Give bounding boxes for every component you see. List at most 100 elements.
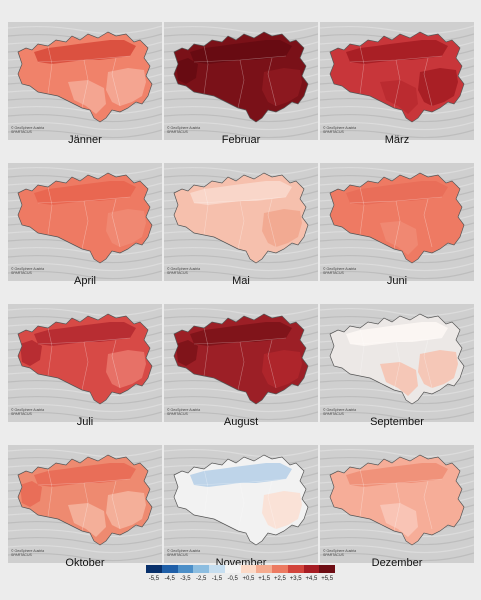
relief-line — [320, 262, 474, 272]
anomaly-zone-low — [68, 503, 106, 537]
map-credit: © GeoSphere Austria SPARTACUS — [11, 126, 44, 134]
relief-line — [8, 448, 162, 458]
anomaly-zone-high — [418, 350, 458, 388]
map-credit: © GeoSphere Austria SPARTACUS — [167, 408, 200, 416]
terrain-map — [8, 163, 162, 281]
relief-line — [320, 166, 474, 176]
district-boundary — [81, 59, 89, 109]
relief-line — [164, 307, 318, 317]
relief-line — [8, 262, 162, 272]
credit-line: © GeoSphere Austria — [11, 267, 45, 271]
region-outline — [173, 31, 309, 123]
relief-line — [164, 528, 318, 538]
anomaly-zone-high — [418, 68, 458, 106]
map-credit: © GeoSphere Austria SPARTACUS — [167, 126, 200, 134]
relief-line — [8, 403, 162, 413]
legend-tick-label: +1,5 — [258, 576, 271, 582]
relief-line — [320, 528, 474, 538]
map-credit: © GeoSphere Austria SPARTACUS — [167, 549, 200, 557]
map-credit: © GeoSphere Austria SPARTACUS — [167, 267, 200, 275]
credit-line: © GeoSphere Austria — [11, 126, 45, 130]
district-boundary — [111, 57, 121, 107]
relief-line — [8, 166, 162, 176]
region-outline — [329, 172, 465, 264]
legend-color-bar — [146, 565, 335, 573]
district-boundary — [47, 186, 53, 236]
legend-swatch — [146, 565, 162, 573]
relief-line — [320, 113, 474, 123]
district-boundary — [359, 45, 365, 95]
map-panel: © GeoSphere Austria SPARTACUS — [320, 22, 474, 140]
region-outline — [17, 172, 153, 264]
terrain-map — [320, 22, 474, 140]
credit-line: © GeoSphere Austria — [167, 126, 201, 130]
relief-line — [164, 552, 318, 562]
credit-line: SPARTACUS — [11, 130, 32, 134]
terrain-map — [164, 304, 318, 422]
anomaly-zone-low — [380, 80, 418, 114]
credit-line: © GeoSphere Austria — [323, 126, 357, 130]
district-boundary — [193, 337, 287, 345]
map-panel: © GeoSphere Austria SPARTACUS — [164, 163, 318, 281]
district-boundary — [203, 468, 209, 518]
credit-line: SPARTACUS — [323, 271, 344, 275]
relief-line — [320, 105, 474, 115]
relief-line — [8, 25, 162, 35]
credit-line: © GeoSphere Austria — [167, 549, 201, 553]
region-outline — [173, 313, 309, 405]
anomaly-zone-high — [346, 40, 448, 64]
district-boundary — [267, 480, 277, 530]
relief-line — [164, 25, 318, 35]
credit-line: SPARTACUS — [167, 130, 188, 134]
district-boundary — [237, 482, 245, 532]
district-boundary — [193, 196, 287, 204]
legend-tick-label: -1,5 — [211, 576, 223, 582]
relief-line — [320, 129, 474, 139]
anomaly-zone-high — [176, 58, 198, 84]
map-panel: © GeoSphere Austria SPARTACUS — [164, 22, 318, 140]
credit-line: SPARTACUS — [167, 553, 188, 557]
anomaly-zone-high — [34, 463, 136, 487]
district-boundary — [81, 200, 89, 250]
legend-tick-label: -0,5 — [227, 576, 238, 582]
relief-line — [8, 105, 162, 115]
anomaly-zone-low — [106, 350, 146, 388]
month-label: Mai — [232, 275, 250, 287]
district-boundary — [203, 186, 209, 236]
district-boundary — [111, 480, 121, 530]
credit-line: SPARTACUS — [323, 412, 344, 416]
relief-line — [8, 544, 162, 554]
credit-line: © GeoSphere Austria — [167, 408, 201, 412]
district-boundary — [423, 480, 433, 530]
relief-line — [164, 411, 318, 421]
district-boundary — [393, 482, 401, 532]
anomaly-zone-high — [262, 491, 302, 529]
legend-tick-label: -4,5 — [164, 576, 175, 582]
legend-swatch — [256, 565, 272, 573]
district-boundary — [193, 478, 287, 486]
anomaly-zone-high — [262, 209, 302, 247]
anomaly-zone-low — [262, 68, 302, 106]
terrain-map — [8, 22, 162, 140]
credit-line: SPARTACUS — [167, 271, 188, 275]
relief-line — [320, 387, 474, 397]
credit-line: SPARTACUS — [11, 412, 32, 416]
anomaly-zone-high — [346, 463, 448, 487]
relief-line — [164, 166, 318, 176]
relief-line — [320, 254, 474, 264]
credit-line: © GeoSphere Austria — [323, 408, 357, 412]
region-outline — [329, 313, 465, 405]
relief-line — [320, 25, 474, 35]
relief-line — [164, 129, 318, 139]
relief-line — [320, 121, 474, 131]
terrain-map — [8, 304, 162, 422]
map-panel: © GeoSphere Austria SPARTACUS — [320, 304, 474, 422]
relief-line — [320, 536, 474, 546]
relief-line — [164, 121, 318, 131]
district-boundary — [47, 468, 53, 518]
legend-swatch — [193, 565, 209, 573]
relief-line — [320, 448, 474, 458]
relief-line — [8, 528, 162, 538]
map-panel: © GeoSphere Austria SPARTACUS — [320, 445, 474, 563]
district-boundary — [81, 341, 89, 391]
